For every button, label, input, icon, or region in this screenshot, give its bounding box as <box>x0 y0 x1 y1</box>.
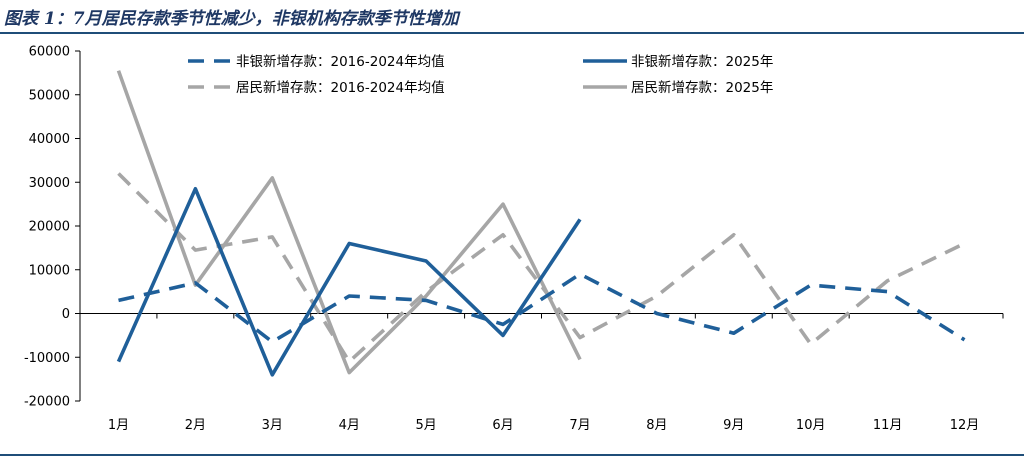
x-tick-label: 8月 <box>646 418 667 433</box>
y-tick-label: -20000 <box>24 395 70 410</box>
x-tick-label: 2月 <box>185 418 206 433</box>
series-line-3 <box>116 70 582 375</box>
y-tick-label: 0 <box>62 307 70 322</box>
x-tick-label: 10月 <box>796 418 826 433</box>
x-tick-label: 12月 <box>950 418 980 433</box>
y-tick-label: 40000 <box>29 132 70 147</box>
legend-label-0: 非银新增存款：2016-2024年均值 <box>236 54 445 70</box>
y-tick-label: 20000 <box>29 220 70 235</box>
series-line-0 <box>118 272 966 344</box>
x-tick-label: 9月 <box>723 418 744 433</box>
y-tick-label: 50000 <box>29 88 70 103</box>
legend-label-3: 居民新增存款：2025年 <box>631 80 773 96</box>
chart-title: 图表 1：7月居民存款季节性减少，非银机构存款季节性增加 <box>4 9 459 29</box>
y-tick-label: -10000 <box>24 351 70 366</box>
y-tick-label: 10000 <box>29 263 70 278</box>
legend-label-1: 非银新增存款：2025年 <box>631 54 773 70</box>
title-bar: 图表 1：7月居民存款季节性减少，非银机构存款季节性增加 <box>0 0 1024 34</box>
y-tick-label: 60000 <box>29 45 70 60</box>
y-tick-label: 30000 <box>29 176 70 191</box>
x-tick-label: 7月 <box>569 418 590 433</box>
series-layer <box>116 70 966 377</box>
axes: -20000 -10000 0 10000 20000 30000 40000 50000 60… <box>24 45 1004 433</box>
legend: 非银新增存款：2016-2024年均值 非银新增存款：2025年居民新增存款：20… <box>188 54 773 96</box>
series-line-1 <box>116 187 582 377</box>
x-tick-label: 1月 <box>108 418 129 433</box>
series-line-2 <box>117 172 966 364</box>
bottom-rule <box>0 454 1024 456</box>
x-tick-label: 4月 <box>339 418 360 433</box>
x-tick-label: 3月 <box>262 418 283 433</box>
legend-label-2: 居民新增存款：2016-2024年均值 <box>236 80 445 96</box>
x-tick-label: 11月 <box>873 418 903 433</box>
x-tick-label: 6月 <box>492 418 513 433</box>
x-tick-label: 5月 <box>415 418 436 433</box>
